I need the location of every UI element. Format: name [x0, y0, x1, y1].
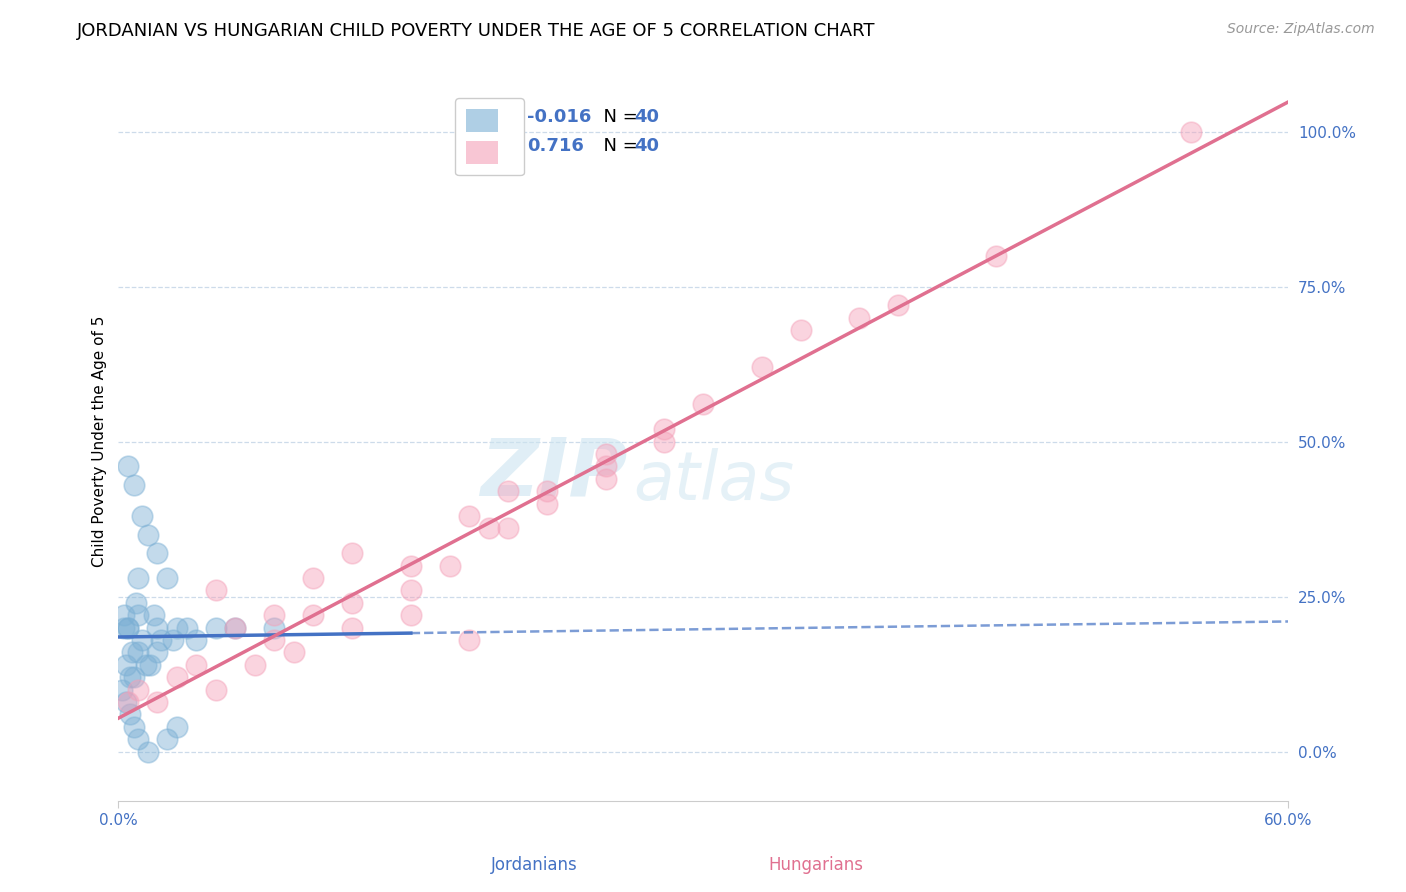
Point: [478, 521, 501, 535]
Text: 40: 40: [634, 108, 659, 126]
Point: [131, 508, 153, 523]
Point: [263, 632, 285, 647]
Point: [439, 558, 461, 573]
Point: [536, 496, 558, 510]
Point: [595, 459, 617, 474]
Point: [117, 695, 139, 709]
Point: [399, 608, 422, 623]
Point: [122, 478, 145, 492]
Point: [302, 608, 325, 623]
Point: [142, 608, 165, 623]
Text: Source: ZipAtlas.com: Source: ZipAtlas.com: [1227, 22, 1375, 37]
Point: [136, 527, 159, 541]
Point: [652, 422, 675, 436]
Point: [302, 571, 325, 585]
Text: R =: R =: [475, 108, 520, 126]
Point: [135, 657, 157, 672]
Point: [146, 695, 169, 709]
Point: [125, 596, 148, 610]
Point: [115, 695, 138, 709]
Point: [751, 360, 773, 375]
Legend: , : ,: [456, 98, 523, 175]
Point: [138, 657, 160, 672]
Point: [342, 546, 364, 560]
Point: [146, 546, 169, 560]
Point: [117, 459, 139, 474]
Point: [150, 632, 173, 647]
Point: [243, 657, 266, 672]
Point: [122, 670, 145, 684]
Text: JORDANIAN VS HUNGARIAN CHILD POVERTY UNDER THE AGE OF 5 CORRELATION CHART: JORDANIAN VS HUNGARIAN CHILD POVERTY UND…: [77, 22, 876, 40]
Point: [536, 484, 558, 499]
Text: atlas: atlas: [633, 448, 794, 514]
Point: [120, 670, 142, 684]
Point: [342, 596, 364, 610]
Point: [887, 298, 910, 312]
Text: 0.716: 0.716: [527, 136, 583, 155]
Point: [127, 732, 149, 747]
Point: [399, 558, 422, 573]
Point: [131, 632, 153, 647]
Point: [205, 583, 228, 598]
Point: [127, 608, 149, 623]
Point: [498, 521, 520, 535]
Y-axis label: Child Poverty Under the Age of 5: Child Poverty Under the Age of 5: [93, 316, 107, 567]
Point: [117, 621, 139, 635]
Text: ZIP: ZIP: [479, 435, 627, 513]
Point: [162, 632, 184, 647]
Point: [186, 657, 208, 672]
Point: [127, 571, 149, 585]
Point: [146, 621, 169, 635]
Point: [122, 720, 145, 734]
Point: [224, 621, 246, 635]
Point: [652, 434, 675, 449]
Point: [186, 632, 208, 647]
Point: [263, 608, 285, 623]
Point: [136, 745, 159, 759]
Point: [156, 732, 179, 747]
Point: [595, 472, 617, 486]
Point: [848, 310, 870, 325]
Point: [399, 583, 422, 598]
Point: [498, 484, 520, 499]
Point: [156, 571, 179, 585]
Point: [205, 682, 228, 697]
Point: [1180, 124, 1202, 138]
Point: [342, 621, 364, 635]
Text: 40: 40: [634, 136, 659, 155]
Text: -0.016: -0.016: [527, 108, 591, 126]
Point: [984, 248, 1007, 262]
Point: [117, 621, 139, 635]
Text: N =: N =: [592, 136, 644, 155]
Point: [112, 621, 135, 635]
Point: [790, 323, 813, 337]
Point: [176, 621, 198, 635]
Point: [115, 657, 138, 672]
Point: [127, 645, 149, 659]
Point: [224, 621, 246, 635]
Point: [121, 645, 143, 659]
Point: [595, 447, 617, 461]
Point: [458, 632, 481, 647]
Text: R =: R =: [475, 136, 520, 155]
Point: [263, 621, 285, 635]
Point: [112, 608, 135, 623]
Point: [146, 645, 169, 659]
Point: [166, 621, 188, 635]
Point: [205, 621, 228, 635]
Text: N =: N =: [592, 108, 644, 126]
Point: [166, 670, 188, 684]
Point: [166, 720, 188, 734]
Point: [127, 682, 149, 697]
Point: [692, 397, 714, 411]
Text: Jordanians: Jordanians: [491, 855, 578, 873]
Point: [458, 508, 481, 523]
Point: [111, 682, 134, 697]
Point: [120, 707, 142, 722]
Point: [283, 645, 305, 659]
Text: Hungarians: Hungarians: [768, 855, 863, 873]
